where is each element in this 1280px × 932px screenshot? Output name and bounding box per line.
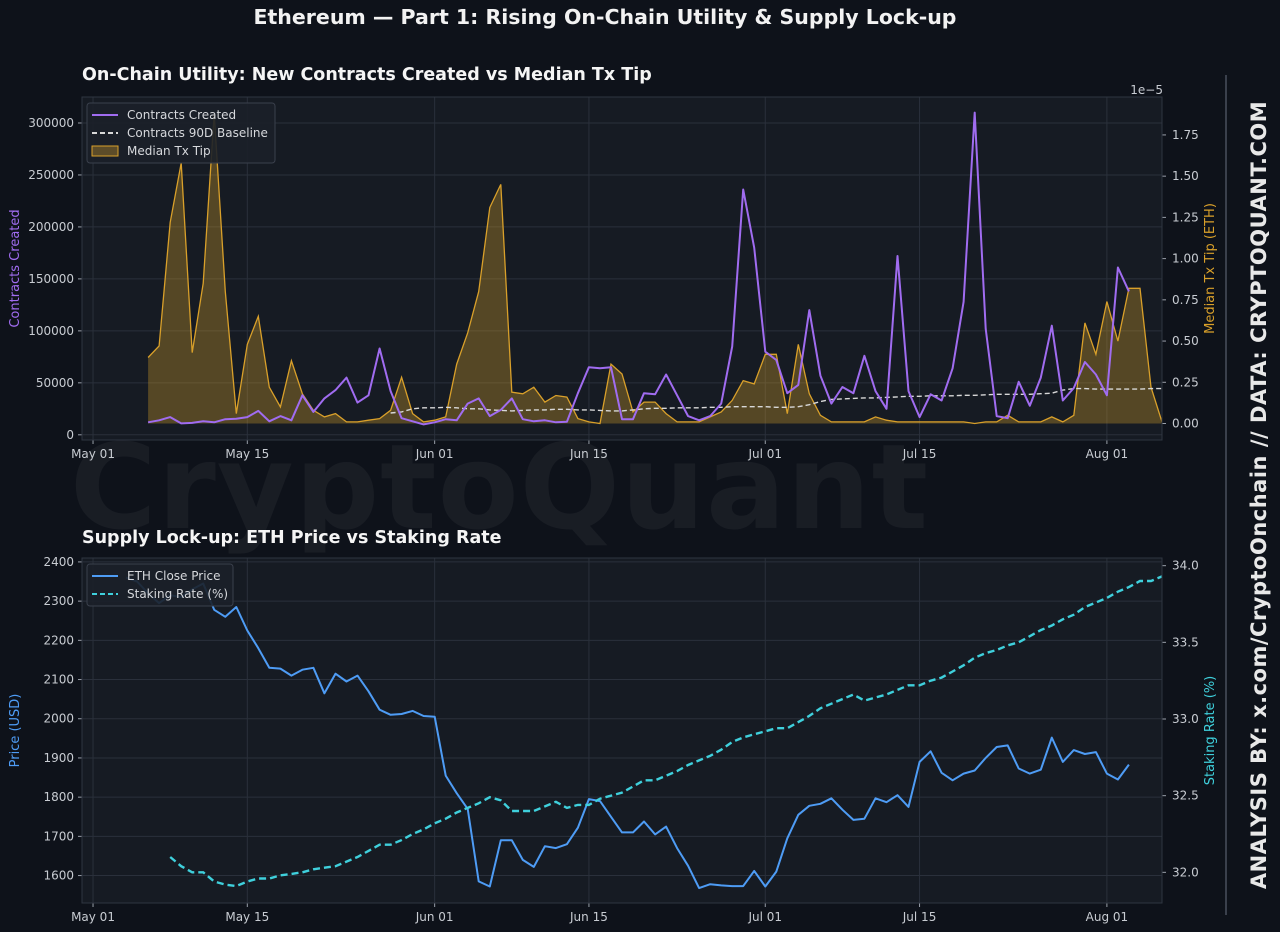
tip-area-edge (147, 113, 1162, 425)
y-tick-label: 200000 (28, 220, 74, 234)
plot-frame (81, 96, 1163, 441)
contracts-line (147, 111, 1130, 426)
side-divider (1225, 75, 1227, 915)
plot-1: May 01 May 15 Jun 01 Jun 15 Jul 01 Jul 15 Aug … (8, 83, 1218, 461)
y-right-tick-label: 33.5 (1172, 635, 1199, 649)
y-right-axis-label: Staking Rate (%) (1203, 676, 1218, 786)
y-tick-label: 2100 (43, 673, 74, 687)
y-tick-label: 1700 (43, 829, 74, 843)
legend-swatch (91, 145, 119, 157)
y-axis-label: Price (USD) (8, 694, 23, 768)
y-right-tick-label: 1.25 (1172, 210, 1199, 224)
plot-2: May 01 May 15 Jun 01 Jun 15 Jul 01 Jul 15 Aug … (8, 555, 1218, 924)
right-axis-offset-label: 1e−5 (1130, 83, 1163, 97)
x-tick-label: Jun 01 (415, 447, 454, 461)
y-tick-label: 2000 (43, 712, 74, 726)
x-tick-label: May 15 (225, 910, 269, 924)
plot-frame (81, 557, 1163, 904)
legend-box (86, 102, 276, 164)
x-tick-label: Jul 15 (902, 910, 937, 924)
y-tick-label: 150000 (28, 272, 74, 286)
price-line (125, 576, 1130, 890)
price-chart-title: Supply Lock-up: ETH Price vs Staking Rat… (82, 528, 502, 548)
x-tick-label: May 01 (71, 910, 115, 924)
staking-line (169, 575, 1162, 888)
y-right-tick-label: 1.00 (1172, 252, 1199, 266)
y-tick-label: 2400 (43, 555, 74, 569)
y-right-tick-label: 33.0 (1172, 712, 1199, 726)
x-tick-label: May 01 (71, 447, 115, 461)
series-group (125, 575, 1162, 890)
y-tick-label: 1600 (43, 869, 74, 883)
y-right-tick-label: 32.0 (1172, 865, 1199, 879)
x-tick-label: Jul 15 (902, 447, 937, 461)
y-right-tick-label: 0.00 (1172, 417, 1199, 431)
y-right-tick-label: 1.50 (1172, 169, 1199, 183)
legend: Contracts Created Contracts 90D Baseline M… (86, 102, 276, 164)
y-right-axis-label: Median Tx Tip (ETH) (1203, 203, 1218, 334)
y-right-tick-label: 0.50 (1172, 334, 1199, 348)
y-tick-label: 1800 (43, 790, 74, 804)
x-tick-label: Aug 01 (1086, 910, 1129, 924)
y-tick-label: 250000 (28, 168, 74, 182)
y-tick-label: 1900 (43, 751, 74, 765)
legend-label: Staking Rate (%) (127, 587, 228, 601)
y-axis-label: Contracts Created (8, 209, 23, 327)
baseline-line (390, 387, 1162, 414)
y-right-tick-label: 34.0 (1172, 559, 1199, 573)
legend-box (86, 563, 234, 607)
contracts-chart-title: On-Chain Utility: New Contracts Created … (82, 65, 652, 85)
y-tick-label: 100000 (28, 324, 74, 338)
y-right-tick-label: 0.25 (1172, 375, 1199, 389)
x-tick-label: Jun 01 (415, 910, 454, 924)
y-tick-label: 0 (66, 428, 74, 442)
x-tick-label: Jun 15 (569, 910, 608, 924)
y-tick-label: 2200 (43, 633, 74, 647)
y-right-tick-label: 0.75 (1172, 293, 1199, 307)
legend-label: Contracts 90D Baseline (127, 126, 268, 140)
x-tick-label: Jun 15 (569, 447, 608, 461)
legend-label: ETH Close Price (127, 569, 221, 583)
tip-area-fill (148, 113, 1162, 424)
y-tick-label: 50000 (36, 376, 74, 390)
figure-title: Ethereum — Part 1: Rising On-Chain Utili… (253, 5, 957, 29)
y-right-tick-label: 32.5 (1172, 789, 1199, 803)
plot-background (82, 558, 1162, 903)
legend-label: Median Tx Tip (127, 144, 211, 158)
y-tick-label: 2300 (43, 594, 74, 608)
legend: ETH Close Price Staking Rate (%) (86, 563, 234, 607)
series-group (147, 111, 1162, 426)
x-tick-label: Jul 01 (747, 447, 782, 461)
y-tick-label: 300000 (28, 116, 74, 130)
legend-label: Contracts Created (127, 108, 236, 122)
x-tick-label: Aug 01 (1086, 447, 1129, 461)
x-tick-label: Jul 01 (747, 910, 782, 924)
x-tick-label: May 15 (225, 447, 269, 461)
y-right-tick-label: 1.75 (1172, 128, 1199, 142)
